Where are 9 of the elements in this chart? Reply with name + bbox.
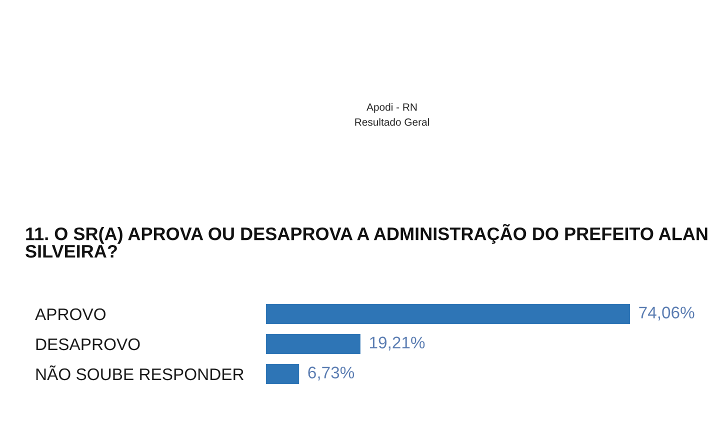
data-label: 6,73%: [308, 366, 354, 380]
text: Apodi - RN: [366, 103, 417, 113]
y-tick-label: APROVO: [35, 308, 106, 320]
chart-title: 11. O SR(A) APROVA OU DESAPROVA A ADMINISTRAÇÃO DO PREFEITO ALAN SILVEIRA?: [26, 224, 708, 258]
text: Resultado Geral: [355, 118, 429, 126]
y-tick-label: DESAPROVO: [36, 338, 140, 350]
data-label: 74,06%: [639, 306, 694, 320]
y-tick-label: NÃO SOUBE RESPONDER: [36, 365, 244, 380]
data-label: 19,21%: [370, 336, 425, 350]
